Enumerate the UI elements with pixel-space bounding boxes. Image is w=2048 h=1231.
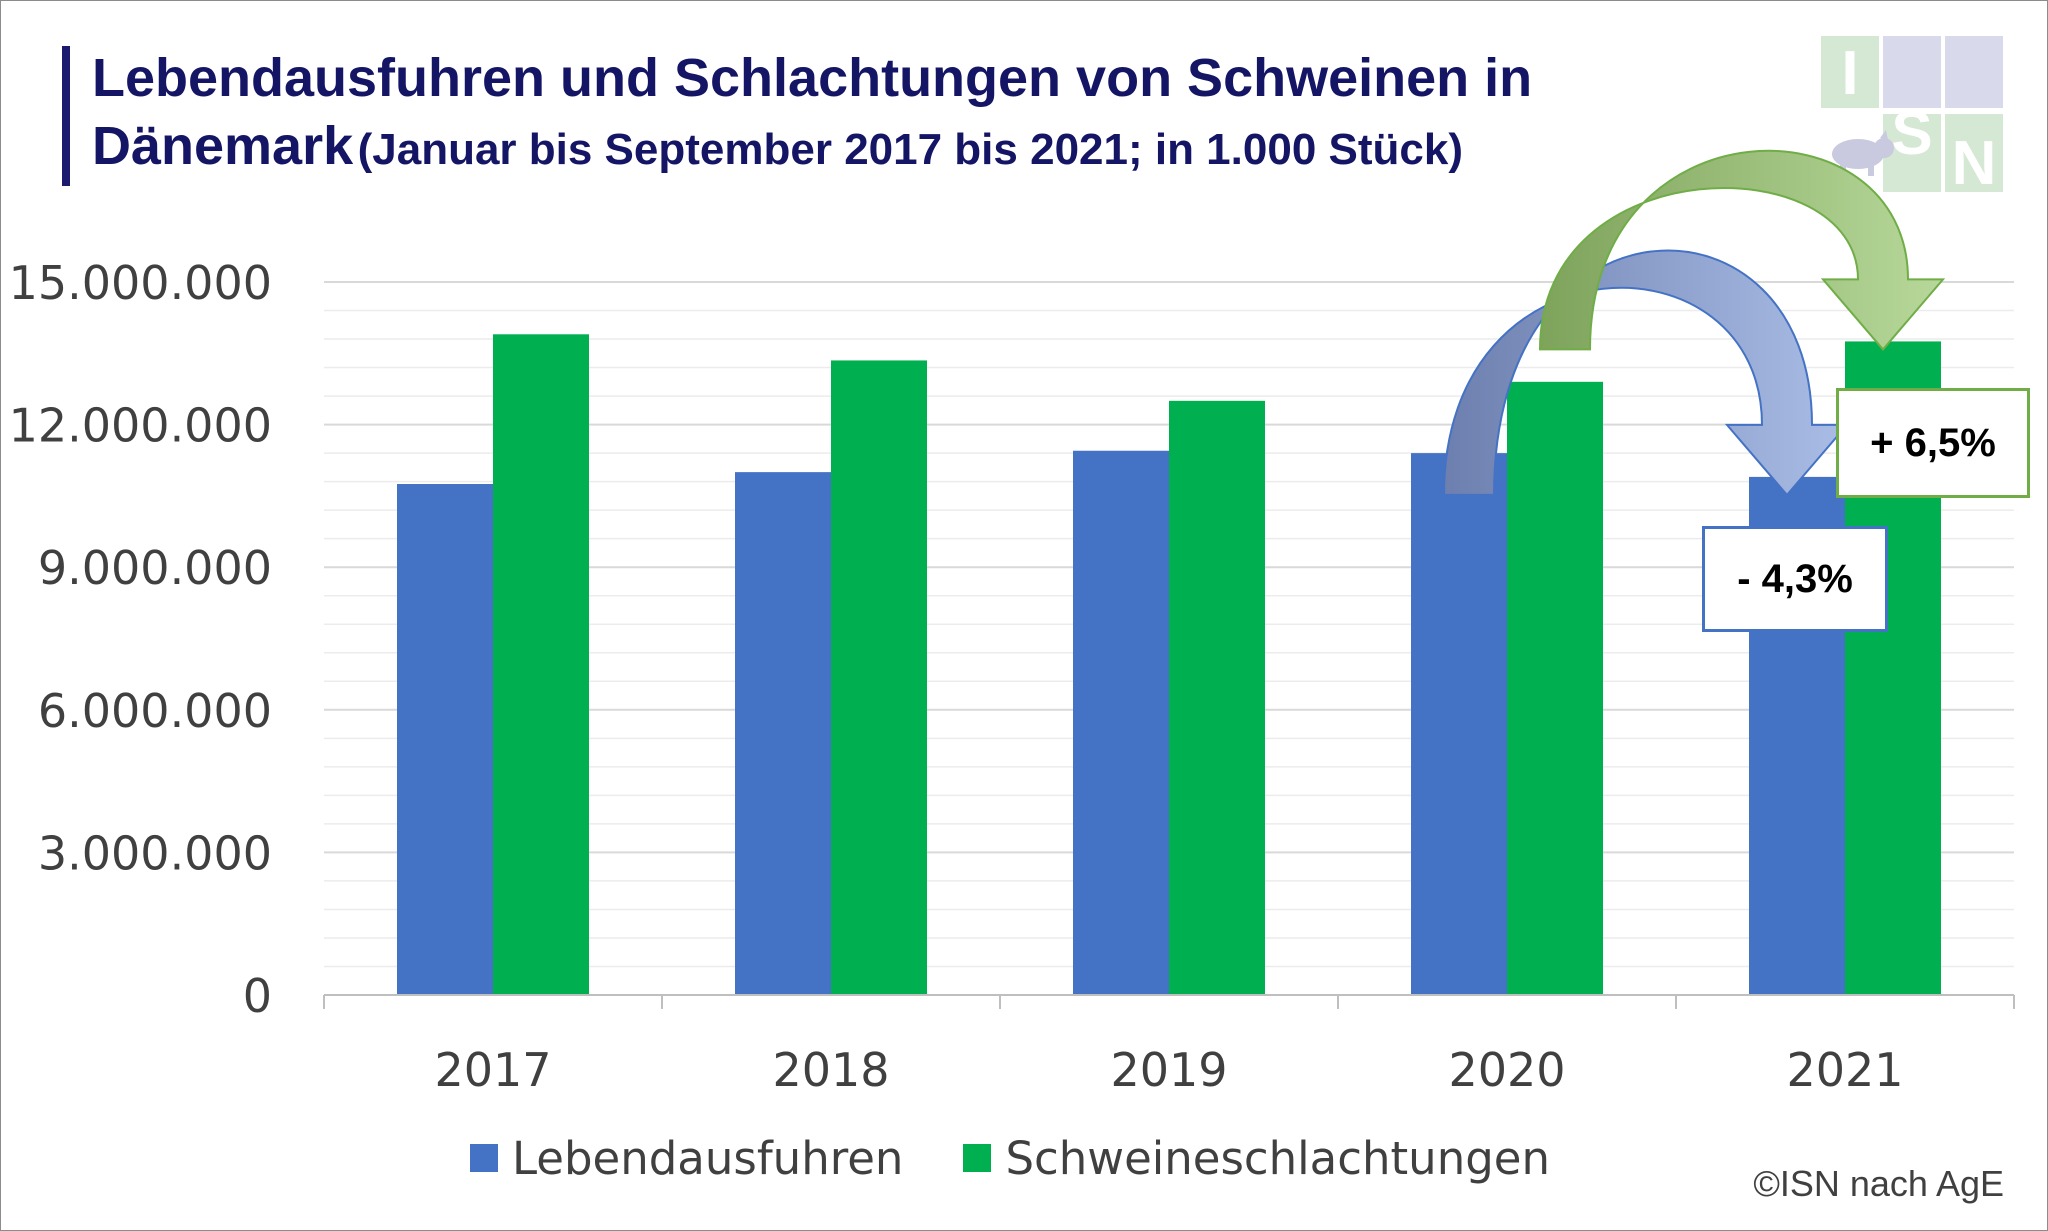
logo-letter-s: S <box>1891 99 1932 168</box>
title-line-2-subtitle: (Januar bis September 2017 bis 2021; in … <box>357 125 1463 174</box>
logo-letter-n: N <box>1952 129 1997 198</box>
bars <box>397 334 1941 996</box>
x-tick-label-2021: 2021 <box>1786 1043 1903 1097</box>
bar-lebendausfuhren-2020 <box>1411 453 1507 995</box>
bar-schweineschlachtungen-2018 <box>831 360 927 995</box>
source-credit: ©ISN nach AgE <box>1753 1163 2004 1204</box>
legend-item-lebendausfuhren: Lebendausfuhren <box>470 1132 903 1185</box>
change-badge-schweineschlachtungen: + 6,5% <box>1836 388 2030 498</box>
x-axis: 2017 2018 2019 2020 2021 <box>323 994 2015 1097</box>
title-line-2-main: Dänemark <box>92 116 354 176</box>
title-accent-bar <box>62 46 70 186</box>
y-tick-label: 12.000.000 <box>9 399 272 453</box>
change-badge-lebendausfuhren: - 4,3% <box>1702 526 1888 632</box>
legend-label-lebendausfuhren: Lebendausfuhren <box>512 1131 904 1185</box>
logo-letter-i: I <box>1841 39 1858 108</box>
x-tick-label-2019: 2019 <box>1110 1043 1227 1097</box>
chart-title: Lebendausfuhren und Schlachtungen von Sc… <box>92 44 1742 194</box>
legend-swatch-schweineschlachtungen <box>963 1144 992 1172</box>
bar-schweineschlachtungen-2017 <box>493 334 589 996</box>
bar-schweineschlachtungen-2019 <box>1169 400 1265 995</box>
x-tick-label-2020: 2020 <box>1448 1043 1565 1097</box>
y-tick-label: 9.000.000 <box>38 541 272 595</box>
legend-label-schweineschlachtungen: Schweineschlachtungen <box>1005 1131 1550 1185</box>
y-tick-label: 0 <box>243 969 272 1023</box>
x-tick-label-2017: 2017 <box>434 1043 551 1097</box>
legend-swatch-lebendausfuhren <box>470 1144 498 1172</box>
y-tick-label: 3.000.000 <box>38 826 272 880</box>
legend-item-schweineschlachtungen: Schweineschlachtungen <box>963 1132 1550 1185</box>
y-axis: 0 3.000.000 6.000.000 9.000.000 12.000.000 15… <box>9 256 272 1023</box>
bar-lebendausfuhren-2019 <box>1073 450 1169 995</box>
bar-lebendausfuhren-2017 <box>397 484 493 995</box>
bar-lebendausfuhren-2018 <box>735 472 831 996</box>
bar-schweineschlachtungen-2020 <box>1507 381 1603 995</box>
legend: Lebendausfuhren Schweineschlachtungen <box>470 1128 1610 1188</box>
arrow-schweineschlachtungen-change <box>1538 149 1946 351</box>
y-tick-label: 15.000.000 <box>9 256 272 310</box>
x-tick-label-2018: 2018 <box>772 1043 889 1097</box>
change-arrows <box>1442 149 1946 497</box>
y-tick-label: 6.000.000 <box>38 684 272 738</box>
title-line-1: Lebendausfuhren und Schlachtungen von Sc… <box>92 48 1533 108</box>
